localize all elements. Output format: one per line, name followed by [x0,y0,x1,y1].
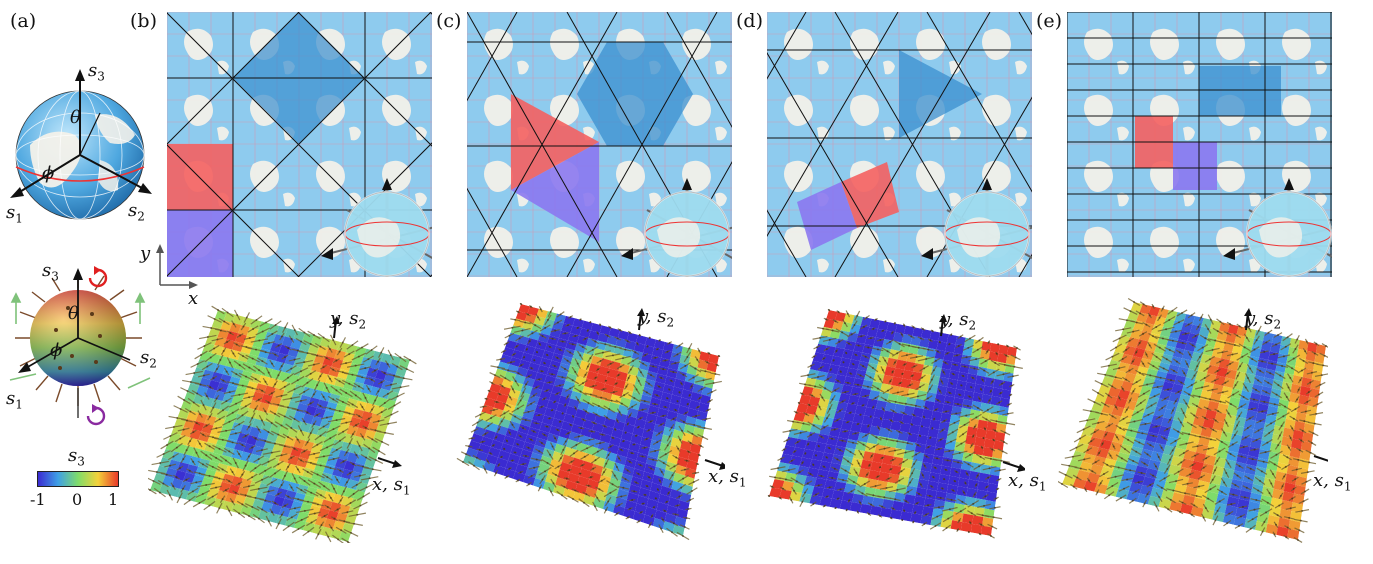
map-panel-d [767,12,1032,277]
vf-label-y-e: y, s2 [1245,308,1282,332]
vector-field-icon [148,305,417,543]
axis-label-x: x [188,288,199,309]
colorbar-label: s3 [68,445,85,469]
axis-label-s2-a: s2 [128,200,145,224]
vector-field-icon [767,308,1025,539]
vf-label-x-d: x, s1 [1008,470,1047,494]
rotation-arrow-icon [86,266,108,426]
panel-label-a: (a) [10,10,37,32]
panel-label-d: (d) [736,10,763,32]
map-panel-b [167,12,432,277]
colorbar-tick-max: 1 [108,490,119,509]
phi-label-a: ϕ [42,163,55,184]
colorbar [37,471,119,487]
theta-label-b: θ [68,303,79,324]
axis-label-s3-a: s3 [88,60,105,84]
axis-label-s2-b: s2 [140,347,157,371]
colorbar-tick-min: -1 [30,490,46,509]
axis-label-s3-b: s3 [42,260,59,284]
map-panel-e [1067,12,1332,277]
vector-field-icon [456,302,725,541]
axis-label-y: y [140,243,151,264]
xy-axes [156,244,198,289]
theta-label-a: θ [70,107,81,128]
panel-label-b: (b) [130,10,157,32]
vf-label-x-e: x, s1 [1313,470,1352,494]
colorbar-tick-mid: 0 [72,490,83,509]
sphere-globe-icon [10,69,152,220]
vf-label-x-c: x, s1 [708,466,747,490]
spiky-sphere-icon [9,266,151,426]
axis-label-s1-a: s1 [6,202,23,226]
phi-label-b: ϕ [50,340,63,361]
vf-label-y-d: y, s2 [940,309,977,333]
vf-label-y-c: y, s2 [638,306,675,330]
vf-label-y-b: y, s2 [330,308,367,332]
map-panel-c [467,12,732,277]
panel-label-c: (c) [436,10,462,32]
vf-label-x-b: x, s1 [372,474,411,498]
axis-label-s1-b: s1 [6,388,23,412]
panel-label-e: (e) [1036,10,1063,32]
vector-field-icon [1058,297,1328,543]
